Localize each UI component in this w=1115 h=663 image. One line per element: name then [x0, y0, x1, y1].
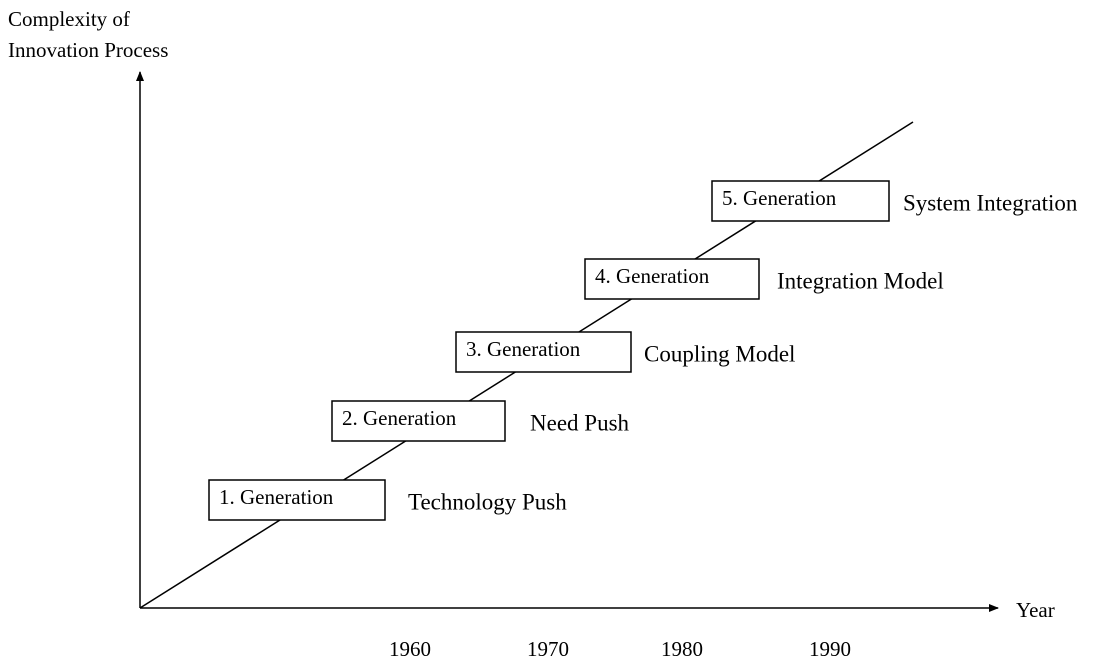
generation-label: 4. Generation: [595, 264, 710, 288]
generation-box: [331, 400, 506, 442]
generation-box: [208, 479, 386, 521]
model-label: Need Push: [530, 410, 630, 435]
generation-label: 1. Generation: [219, 485, 334, 509]
year-label: 1980: [661, 637, 703, 661]
year-label: 1960: [389, 637, 431, 661]
model-label: Integration Model: [777, 268, 944, 293]
generation-box: [584, 258, 760, 300]
year-label: 1990: [809, 637, 851, 661]
generation-label: 3. Generation: [466, 337, 581, 361]
x-axis-label: Year: [1016, 598, 1055, 622]
generation-label: 2. Generation: [342, 406, 457, 430]
model-label: System Integration: [903, 190, 1078, 215]
generation-label: 5. Generation: [722, 186, 837, 210]
y-axis-label: Complexity of: [8, 7, 130, 31]
generation-box: [711, 180, 890, 222]
y-axis-label: Innovation Process: [8, 38, 168, 62]
model-label: Coupling Model: [644, 341, 795, 366]
generation-box: [455, 331, 632, 373]
year-label: 1970: [527, 637, 569, 661]
model-label: Technology Push: [408, 489, 567, 514]
